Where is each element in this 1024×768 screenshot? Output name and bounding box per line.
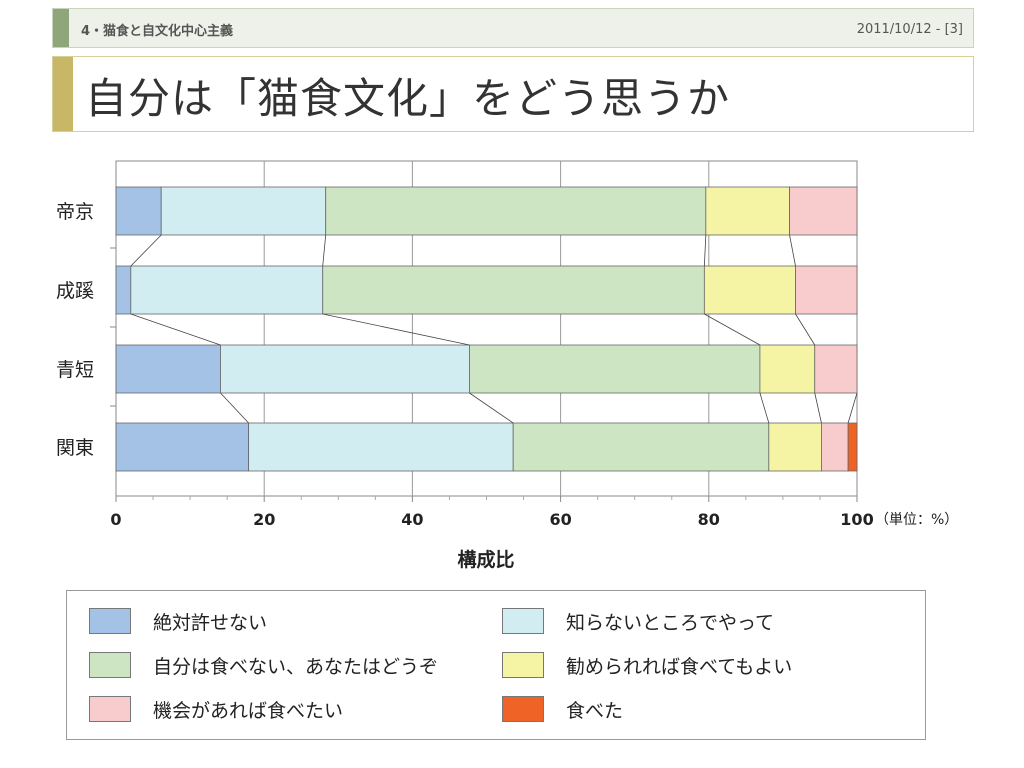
bar-segment [759, 344, 816, 394]
legend-label: 自分は食べない、あなたはどうぞ [153, 655, 439, 678]
series-connector-line [130, 313, 221, 346]
legend-swatch [89, 608, 131, 634]
series-connector-line [759, 392, 770, 424]
legend-item: 絶対許せない [89, 605, 267, 637]
bar-segment [130, 265, 324, 315]
bar-segment [115, 422, 250, 472]
bar-segment [115, 344, 221, 394]
section-label: 4・猫食と自文化中心主義 [81, 24, 234, 39]
x-tick-label: 0 [110, 510, 121, 529]
section-header-accent [53, 9, 69, 47]
x-tick-label: 40 [401, 510, 423, 529]
title-box: 自分は「猫食文化」をどう思うか [52, 56, 974, 132]
bar-segment [322, 265, 705, 315]
x-tick-label: 60 [549, 510, 571, 529]
legend-item: 勧められれば食べてもよい [502, 649, 792, 681]
bar-segment [469, 344, 761, 394]
legend-label: 食べた [566, 699, 624, 722]
series-connector-line [703, 234, 707, 267]
series-connector-line [469, 392, 514, 424]
x-tick-label: 100 [840, 510, 873, 529]
legend-label: 機会があれば食べたい [153, 699, 344, 722]
legend-swatch [502, 652, 544, 678]
legend-label: 絶対許せない [153, 611, 268, 634]
category-label: 成蹊 [56, 280, 94, 302]
x-tick-label: 20 [253, 510, 275, 529]
legend-swatch [502, 696, 544, 722]
legend-label: 知らないところでやって [566, 611, 775, 634]
bar-segment [705, 186, 790, 236]
unit-note: （単位：%） [875, 512, 958, 528]
bar-segment [115, 265, 132, 315]
page-title: 自分は「猫食文化」をどう思うか [85, 74, 731, 123]
x-tick-label: 80 [698, 510, 720, 529]
legend-item: 知らないところでやって [502, 605, 774, 637]
bar-segment [847, 422, 858, 472]
bar-segment [160, 186, 327, 236]
bar-segment [703, 265, 796, 315]
series-connector-line [704, 313, 761, 346]
category-label: 関東 [56, 437, 94, 459]
legend-swatch [89, 696, 131, 722]
series-connector-line [322, 313, 470, 346]
bar-segment [512, 422, 770, 472]
title-accent [53, 57, 73, 131]
x-axis-label: 構成比 [457, 548, 514, 571]
bar-segment [795, 265, 858, 315]
legend-swatch [502, 608, 544, 634]
category-label: 青短 [56, 359, 94, 381]
series-connector-line [130, 234, 162, 267]
legend-item: 食べた [502, 693, 623, 725]
series-connector-line [795, 313, 816, 346]
bar-segment [220, 344, 470, 394]
legend-label: 勧められれば食べてもよい [566, 655, 793, 678]
bar-segment [325, 186, 707, 236]
bar-segment [115, 186, 162, 236]
series-connector-line [220, 392, 249, 424]
series-connector-line [847, 392, 858, 424]
series-connector-line [789, 234, 796, 267]
bar-segment [814, 344, 858, 394]
legend-item: 自分は食べない、あなたはどうぞ [89, 649, 438, 681]
bar-segment [248, 422, 514, 472]
category-label: 帝京 [56, 201, 94, 223]
section-header: 4・猫食と自文化中心主義 2011/10/12 - [3] [52, 8, 974, 48]
series-connector-line [814, 392, 822, 424]
chart-legend: 絶対許せない 知らないところでやって自分は食べない、あなたはどうぞ 勧められれば食べ… [66, 590, 926, 740]
legend-swatch [89, 652, 131, 678]
bar-segment [789, 186, 858, 236]
bar-segment [821, 422, 849, 472]
bar-segment [768, 422, 822, 472]
legend-item: 機会があれば食べたい [89, 693, 343, 725]
date-page-label: 2011/10/12 - [3] [856, 22, 963, 37]
series-connector-line [322, 234, 327, 267]
